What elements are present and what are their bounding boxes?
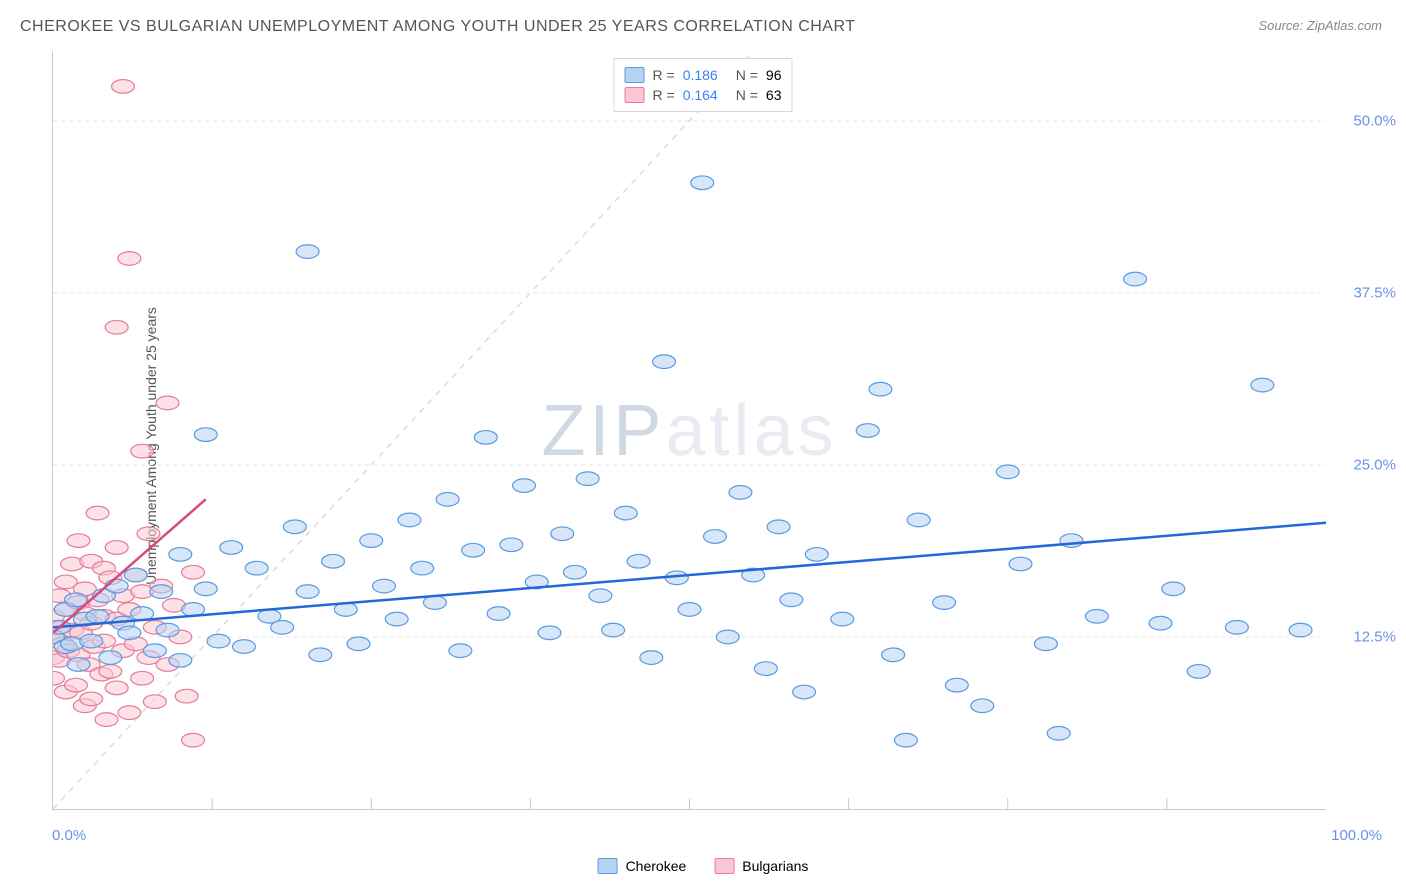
n-value-cherokee: 96	[766, 67, 782, 83]
legend-correlation: R = 0.186 N = 96 R = 0.164 N = 63	[614, 58, 793, 112]
plot-area: ZIPatlas 12.5%25.0%37.5%50.0%	[52, 52, 1326, 810]
legend-label-bulgarians: Bulgarians	[742, 858, 808, 874]
source-label: Source: ZipAtlas.com	[1258, 18, 1382, 33]
y-tick-label: 25.0%	[1353, 456, 1396, 473]
n-label: N =	[736, 67, 758, 83]
cherokee-swatch-icon	[598, 858, 618, 874]
bulgarians-swatch-icon	[714, 858, 734, 874]
x-axis-min-label: 0.0%	[52, 827, 86, 844]
chart-title: CHEROKEE VS BULGARIAN UNEMPLOYMENT AMONG…	[20, 18, 856, 36]
y-tick-label: 37.5%	[1353, 284, 1396, 301]
bulgarians-swatch-icon	[625, 87, 645, 103]
chart-container: CHEROKEE VS BULGARIAN UNEMPLOYMENT AMONG…	[0, 0, 1406, 892]
scatter-svg	[53, 52, 1326, 809]
legend-series: Cherokee Bulgarians	[598, 858, 809, 874]
cherokee-swatch-icon	[625, 67, 645, 83]
legend-row-cherokee: R = 0.186 N = 96	[625, 65, 782, 85]
n-label: N =	[736, 87, 758, 103]
legend-label-cherokee: Cherokee	[626, 858, 687, 874]
legend-item-cherokee: Cherokee	[598, 858, 687, 874]
legend-item-bulgarians: Bulgarians	[714, 858, 808, 874]
r-label: R =	[653, 67, 675, 83]
n-value-bulgarians: 63	[766, 87, 782, 103]
legend-row-bulgarians: R = 0.164 N = 63	[625, 85, 782, 105]
r-label: R =	[653, 87, 675, 103]
y-tick-label: 50.0%	[1353, 112, 1396, 129]
x-axis-max-label: 100.0%	[1331, 827, 1382, 844]
y-tick-label: 12.5%	[1353, 628, 1396, 645]
r-value-bulgarians: 0.164	[683, 87, 718, 103]
r-value-cherokee: 0.186	[683, 67, 718, 83]
